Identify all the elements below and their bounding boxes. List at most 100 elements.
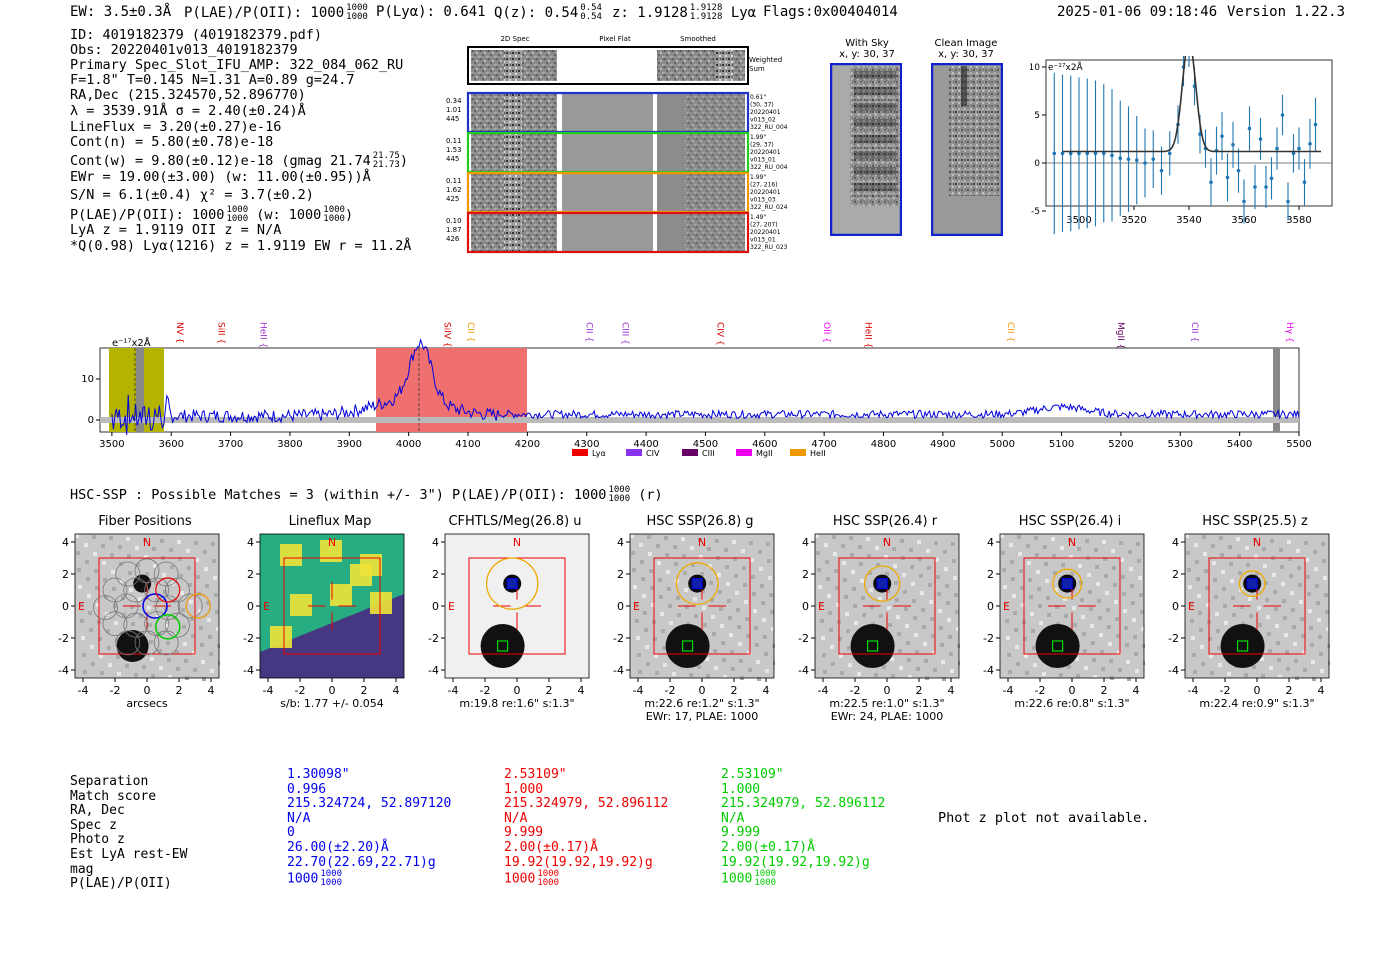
match-cell: 26.00(±2.20)Å	[287, 839, 389, 855]
row-label: Photo z	[70, 832, 125, 848]
svg-text:5: 5	[1034, 111, 1040, 121]
cutout-row-value: 0.34	[446, 97, 462, 105]
y-tick-label: 4	[1172, 536, 1179, 549]
svg-text:3600: 3600	[159, 439, 184, 450]
y-tick-label: -4	[983, 664, 994, 677]
imaging-gallery: Fiber Positions N E 4 2 0 -2 -4 -4 -2 0 2 4 arcsecs Li…	[0, 510, 1400, 730]
row-label: Est LyA rest-EW	[70, 846, 188, 862]
clean-image-title: Clean Image	[934, 38, 998, 49]
east-label: E	[263, 600, 270, 613]
line-id-label: CII {	[584, 322, 594, 342]
cutout-header-2dspec: 2D Spec	[500, 35, 529, 43]
legend-label: HeII	[810, 449, 826, 458]
x-tick-label: -2	[1220, 684, 1231, 697]
gallery-subtitle: m:22.6 re:1.2" s:1.3"	[644, 697, 759, 710]
legend-label: Lyα	[592, 449, 606, 458]
x-tick-label: 4	[1133, 684, 1140, 697]
north-label: N	[1068, 536, 1076, 549]
spectrum-flux-line	[111, 338, 1300, 435]
y-tick-label: -2	[983, 632, 994, 645]
x-tick-label: -4	[263, 684, 274, 697]
match-cell: 22.70(22.69,22.71)g	[287, 854, 436, 870]
north-label: N	[143, 536, 151, 549]
row-label: Match score	[70, 788, 157, 804]
x-tick-label: -2	[1035, 684, 1046, 697]
cutouts-svg: 2D Spec Pixel Flat Smoothed Weighted Sum…	[446, 35, 788, 254]
y-tick-label: 4	[802, 536, 809, 549]
bad-pixel-band	[136, 348, 144, 432]
spectrum-yticks: 10 0	[81, 374, 100, 426]
match-cell: 1.000	[721, 781, 761, 797]
gallery-subtitle: s/b: 1.77 +/- 0.054	[280, 697, 384, 710]
gallery-image: N E 4 2 0 -2 -4 -4 -2 0 2 4 m:22.4 re:0.9" s:1.3"	[1168, 533, 1330, 710]
svg-text:3700: 3700	[218, 439, 243, 450]
match-cell: 1000 1000 1000	[504, 869, 559, 889]
fit-errorbars	[1052, 28, 1318, 235]
gallery-subtitle: m:19.8 re:1.6" s:1.3"	[459, 697, 574, 710]
cutout-row-note: v013_02	[750, 117, 776, 124]
cutout-row-value: 1.62	[446, 186, 462, 194]
svg-text:3520: 3520	[1121, 215, 1146, 226]
svg-text:3580: 3580	[1286, 215, 1311, 226]
cutout-row-value: 445	[446, 155, 459, 163]
legend-swatch	[682, 449, 698, 456]
y-tick-label: -4	[1168, 664, 1179, 677]
gallery-title: HSC SSP(26.4) i	[1018, 514, 1122, 529]
gallery-image: N E 4 2 0 -2 -4 -4 -2 0 2 4 m:22.6 re:1.2" s:1.3"EWr…	[613, 533, 775, 723]
east-label: E	[448, 600, 455, 613]
line-id-label: NV {	[174, 322, 184, 343]
with-sky-coords: x, y: 30, 37	[839, 49, 895, 60]
header-ew: EW: 3.5±0.3Å	[70, 4, 172, 20]
x-tick-label: 0	[514, 684, 521, 697]
cutout-header-pixelflat: Pixel Flat	[599, 35, 631, 43]
cutout-header-smoothed: Smoothed	[680, 35, 716, 43]
info-primary: Primary Spec_Slot_IFU_AMP: 322_084_062_R…	[70, 57, 404, 73]
y-tick-label: -4	[243, 664, 254, 677]
fiber-primary	[142, 593, 168, 619]
east-label: E	[818, 600, 825, 613]
match-cell: 2.53109"	[721, 767, 784, 782]
gallery-image: N E 4 2 0 -2 -4 -4 -2 0 2 4 m:22.5 re:1.0" s:1.3"EWr…	[798, 533, 960, 723]
east-label: E	[633, 600, 640, 613]
gallery-subtitle: m:22.6 re:0.8" s:1.3"	[1014, 697, 1129, 710]
y-tick-label: 2	[802, 568, 809, 581]
clean-image-svg	[930, 62, 1004, 237]
row-label: P(LAE)/P(OII)	[70, 876, 172, 892]
east-label: E	[78, 600, 85, 613]
svg-text:4200: 4200	[515, 439, 540, 450]
line-id-label: SiIV {	[441, 322, 451, 348]
cutouts-panel: 2D Spec Pixel Flat Smoothed Weighted Sum…	[440, 34, 790, 254]
x-tick-label: 0	[144, 684, 151, 697]
header-version: Version 1.22.3	[1227, 4, 1346, 20]
cutout-row-value: 445	[446, 115, 459, 123]
x-tick-label: 2	[916, 684, 923, 697]
line-id-label: CII {	[1005, 322, 1015, 342]
svg-text:5500: 5500	[1286, 439, 1311, 450]
y-tick-label: 0	[1172, 600, 1179, 613]
y-tick-label: -2	[1168, 632, 1179, 645]
svg-text:4800: 4800	[871, 439, 896, 450]
cutout-row-note: v013_03	[750, 197, 776, 204]
x-tick-label: 4	[1318, 684, 1325, 697]
x-tick-label: 2	[361, 684, 368, 697]
fit-ylabel: e⁻¹⁷x2Å	[1048, 61, 1084, 73]
svg-text:Sum: Sum	[749, 65, 765, 73]
cutout-row-note: 20220401	[750, 189, 781, 196]
svg-text:5200: 5200	[1108, 439, 1133, 450]
bad-pixel-band-right	[1273, 348, 1280, 432]
svg-text:3540: 3540	[1176, 215, 1201, 226]
photz-message: Phot z plot not available.	[938, 810, 1150, 826]
legend-swatch	[572, 449, 588, 456]
north-label: N	[698, 536, 706, 549]
y-tick-label: 0	[62, 600, 69, 613]
svg-text:4700: 4700	[811, 439, 836, 450]
y-tick-label: -4	[613, 664, 624, 677]
x-tick-label: -2	[850, 684, 861, 697]
x-tick-label: 4	[948, 684, 955, 697]
x-tick-label: 4	[763, 684, 770, 697]
info-lambda: λ = 3539.91Å σ = 2.40(±0.24)Å	[70, 103, 306, 119]
gallery-title: CFHTLS/Meg(26.8) u	[448, 514, 582, 529]
match-cell: 0	[287, 825, 295, 841]
